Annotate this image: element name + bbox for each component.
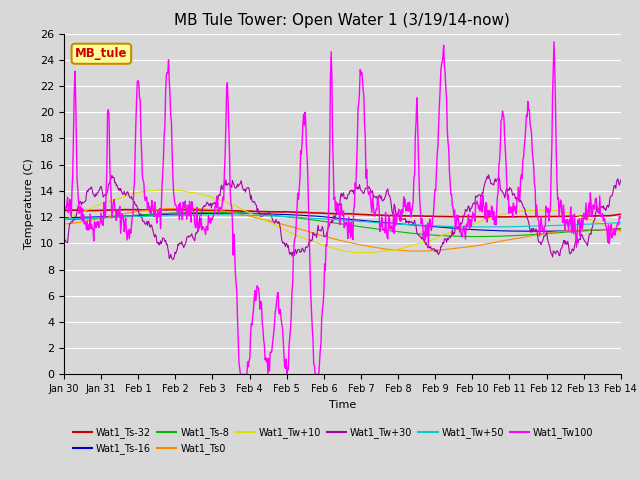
Wat1_Ts-8	[202, 209, 209, 215]
Title: MB Tule Tower: Open Water 1 (3/19/14-now): MB Tule Tower: Open Water 1 (3/19/14-now…	[175, 13, 510, 28]
Wat1_Ts-32	[125, 207, 133, 213]
Wat1_Ts0	[433, 248, 440, 253]
Wat1_Tw+10	[433, 235, 440, 241]
Legend: Wat1_Ts-32, Wat1_Ts-16, Wat1_Ts-8, Wat1_Ts0, Wat1_Tw+10, Wat1_Tw+30, Wat1_Tw+50,: Wat1_Ts-32, Wat1_Ts-16, Wat1_Ts-8, Wat1_…	[69, 423, 598, 458]
Wat1_Ts0	[256, 216, 264, 222]
Wat1_Tw+10	[401, 244, 409, 250]
Line: Wat1_Tw+10: Wat1_Tw+10	[64, 190, 621, 253]
Wat1_Tw100	[550, 39, 558, 45]
Line: Wat1_Ts-16: Wat1_Ts-16	[64, 213, 621, 231]
Wat1_Ts0	[408, 248, 416, 254]
Line: Wat1_Tw+50: Wat1_Tw+50	[64, 215, 621, 227]
Wat1_Tw100	[237, 372, 244, 377]
Wat1_Ts-32	[228, 208, 236, 214]
Wat1_Tw+30	[125, 193, 133, 199]
Wat1_Tw+30	[169, 257, 177, 263]
Wat1_Ts-16	[401, 221, 408, 227]
Line: Wat1_Tw100: Wat1_Tw100	[64, 42, 621, 374]
Wat1_Ts-16	[228, 210, 236, 216]
Wat1_Ts-16	[432, 224, 440, 229]
Wat1_Ts0	[617, 228, 625, 233]
Wat1_Tw+30	[432, 247, 440, 252]
Wat1_Tw100	[432, 187, 440, 193]
Wat1_Ts0	[277, 221, 285, 227]
Wat1_Ts-32	[277, 209, 285, 215]
Wat1_Ts-16	[125, 213, 133, 219]
Wat1_Tw+10	[354, 250, 362, 256]
Wat1_Ts0	[186, 205, 193, 211]
Wat1_Tw+50	[60, 216, 68, 222]
Wat1_Ts0	[401, 248, 408, 253]
Wat1_Tw+10	[125, 192, 133, 198]
Line: Wat1_Ts0: Wat1_Ts0	[64, 208, 621, 251]
Wat1_Tw+50	[277, 214, 285, 219]
Wat1_Tw100	[617, 215, 625, 221]
Wat1_Tw+10	[277, 225, 285, 230]
Wat1_Tw100	[401, 204, 408, 209]
Wat1_Tw100	[228, 204, 236, 210]
Wat1_Tw+50	[470, 224, 478, 230]
Wat1_Ts-16	[277, 212, 285, 217]
Wat1_Ts-8	[256, 211, 264, 217]
Y-axis label: Temperature (C): Temperature (C)	[24, 158, 35, 250]
Wat1_Ts-32	[482, 214, 490, 220]
Line: Wat1_Tw+30: Wat1_Tw+30	[64, 175, 621, 260]
Wat1_Ts0	[60, 221, 68, 227]
Wat1_Ts-8	[125, 213, 133, 218]
Wat1_Tw100	[256, 306, 264, 312]
Wat1_Ts0	[125, 210, 133, 216]
Wat1_Ts-32	[617, 211, 625, 217]
Wat1_Tw+30	[485, 172, 493, 178]
Wat1_Tw+50	[228, 212, 236, 218]
Wat1_Ts-8	[432, 232, 440, 238]
Wat1_Tw+50	[401, 222, 408, 228]
X-axis label: Time: Time	[329, 400, 356, 409]
Line: Wat1_Ts-8: Wat1_Ts-8	[64, 212, 621, 237]
Wat1_Tw+50	[125, 214, 133, 220]
Wat1_Tw+10	[228, 202, 236, 207]
Line: Wat1_Ts-32: Wat1_Ts-32	[64, 209, 621, 217]
Wat1_Ts0	[228, 210, 236, 216]
Wat1_Ts-32	[432, 214, 440, 219]
Wat1_Ts-32	[131, 206, 139, 212]
Wat1_Tw+10	[617, 229, 625, 235]
Wat1_Tw+30	[256, 210, 264, 216]
Wat1_Tw100	[60, 214, 68, 220]
Wat1_Ts-8	[277, 213, 285, 219]
Wat1_Ts-16	[542, 228, 550, 234]
Wat1_Tw+10	[164, 187, 172, 192]
Wat1_Ts-8	[401, 229, 408, 235]
Wat1_Ts-16	[60, 215, 68, 221]
Wat1_Tw100	[277, 315, 285, 321]
Wat1_Tw+30	[228, 178, 236, 183]
Wat1_Ts-8	[472, 234, 479, 240]
Text: MB_tule: MB_tule	[75, 47, 127, 60]
Wat1_Tw+50	[432, 223, 440, 229]
Wat1_Tw+10	[60, 217, 68, 223]
Wat1_Tw+50	[221, 212, 228, 217]
Wat1_Tw+30	[60, 235, 68, 241]
Wat1_Ts-32	[60, 207, 68, 213]
Wat1_Tw+30	[617, 177, 625, 183]
Wat1_Tw+50	[256, 213, 264, 218]
Wat1_Tw100	[125, 236, 133, 241]
Wat1_Ts-8	[617, 226, 625, 231]
Wat1_Ts-16	[256, 211, 264, 216]
Wat1_Ts-8	[60, 216, 68, 222]
Wat1_Tw+50	[617, 220, 625, 226]
Wat1_Ts-8	[228, 210, 236, 216]
Wat1_Tw+10	[256, 215, 264, 221]
Wat1_Ts-32	[256, 209, 264, 215]
Wat1_Ts-32	[401, 213, 408, 219]
Wat1_Ts-16	[617, 226, 625, 231]
Wat1_Ts-16	[227, 210, 235, 216]
Wat1_Tw+30	[277, 232, 285, 238]
Wat1_Tw+30	[401, 216, 408, 221]
